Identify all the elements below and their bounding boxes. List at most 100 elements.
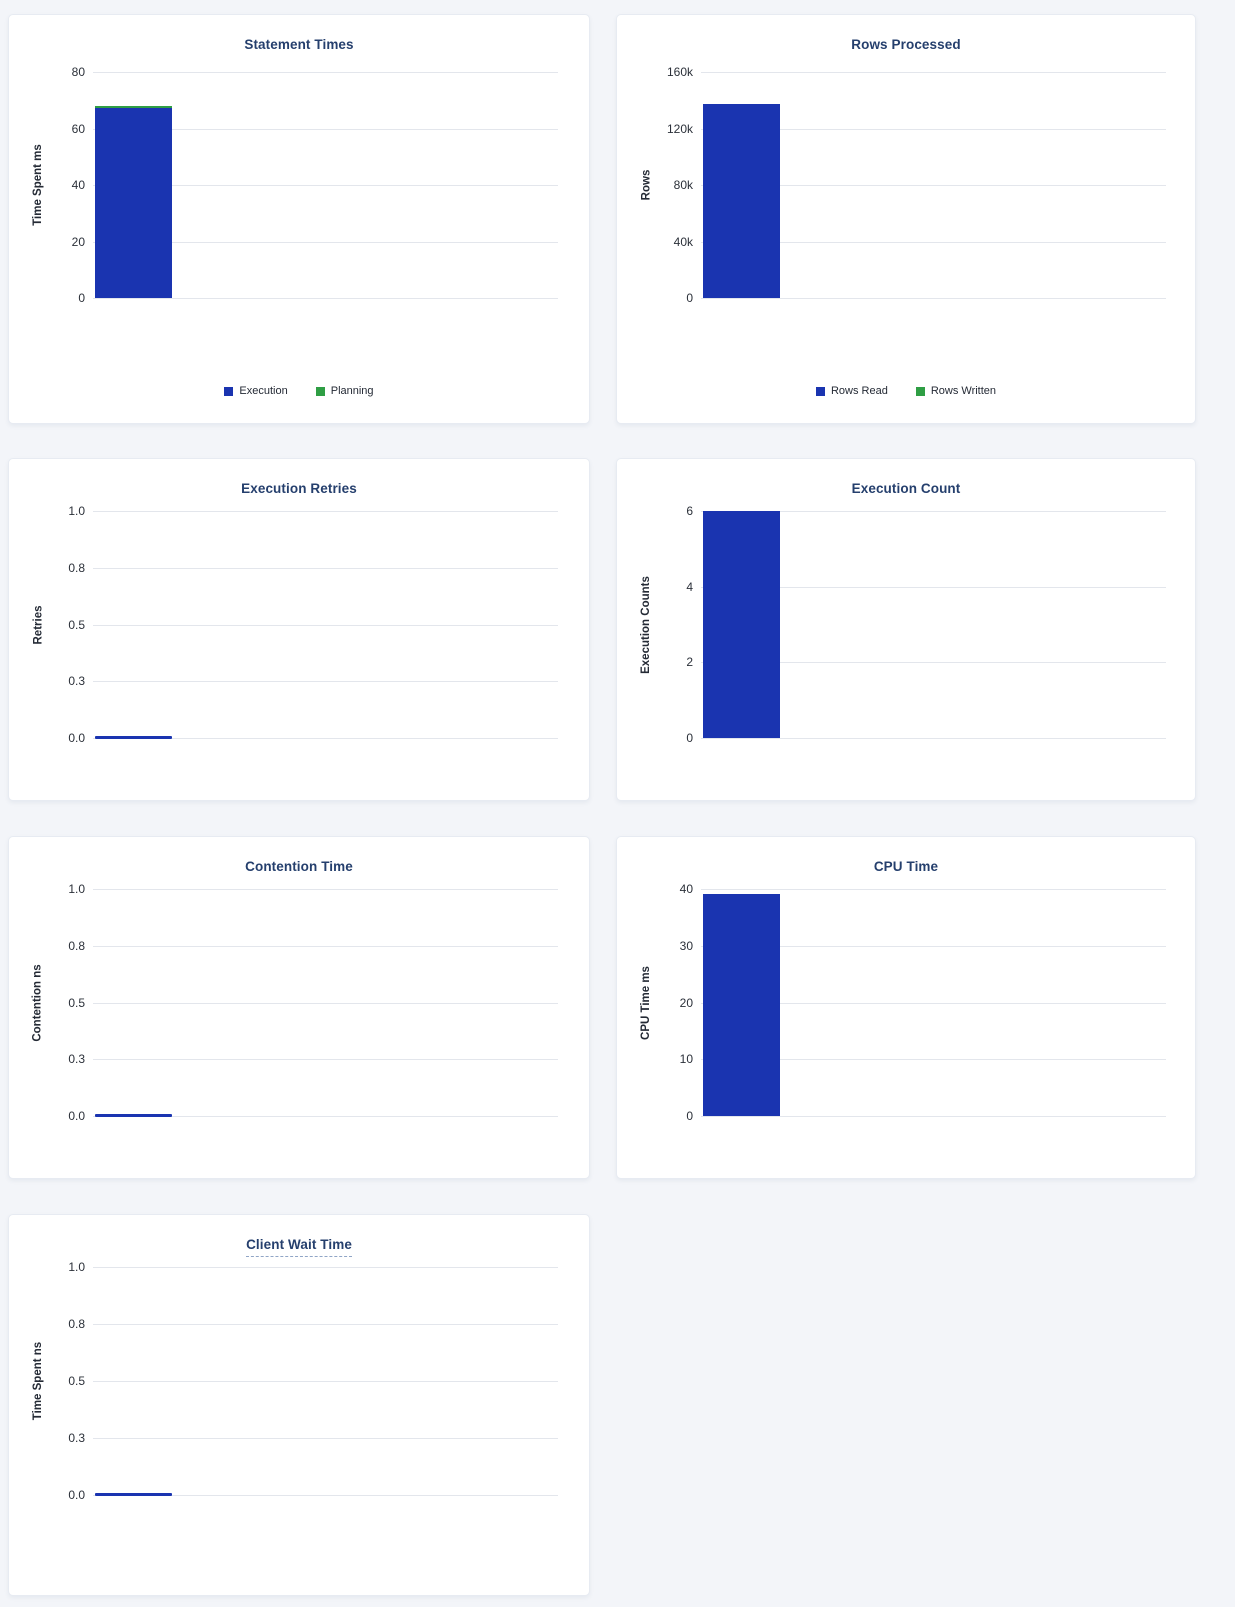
chart-title: Execution Retries xyxy=(9,481,589,496)
gridline xyxy=(93,1324,558,1325)
chart-title-text: Statement Times xyxy=(244,37,354,52)
y-tick-label: 0.0 xyxy=(68,731,85,745)
chart-title: Contention Time xyxy=(9,859,589,874)
y-tick-label: 0.8 xyxy=(68,938,85,953)
chart-title: Client Wait Time xyxy=(9,1237,589,1257)
chart-panel-contention-time: Contention Time Contention ns 0.0 0.3 0.5 0.… xyxy=(8,836,590,1179)
gridline xyxy=(701,185,1166,186)
y-tick-label: 0.8 xyxy=(68,1317,85,1331)
y-tick-label: 40 xyxy=(71,178,85,192)
chart-canvas-contention-time: Contention ns 0.0 0.3 0.5 0.8 1.0 xyxy=(9,837,589,1178)
y-tick-label: 20 xyxy=(71,234,85,249)
gridline xyxy=(93,681,558,683)
gridline xyxy=(701,889,1166,890)
gridline xyxy=(701,1059,1166,1061)
chart-canvas-execution-retries: Retries 0.0 0.3 0.5 0.8 1.0 xyxy=(9,459,589,800)
legend-item-rows-read: Rows Read xyxy=(815,385,888,397)
y-tick-label: 0.5 xyxy=(68,1374,85,1388)
gridline xyxy=(93,128,558,130)
zero-value-bar[interactable] xyxy=(95,1114,172,1117)
gridline xyxy=(93,511,558,512)
chart-title: Rows Processed xyxy=(617,37,1195,52)
y-tick-label: 0.3 xyxy=(68,674,85,689)
legend-swatch xyxy=(915,386,925,396)
gridline xyxy=(93,241,558,243)
zero-value-bar[interactable] xyxy=(95,1493,172,1496)
bar-cpu-time[interactable] xyxy=(703,894,780,1116)
gridline xyxy=(93,945,558,947)
legend-label: Rows Read xyxy=(830,385,888,397)
y-tick-label: 0.5 xyxy=(68,617,85,632)
y-tick-label: 0.0 xyxy=(68,1109,85,1123)
chart-title-text: Rows Processed xyxy=(851,37,961,52)
legend-swatch xyxy=(815,386,825,396)
legend-swatch xyxy=(224,386,234,396)
gridline xyxy=(93,738,558,739)
chart-canvas-client-wait-time: Time Spent ns 0.0 0.3 0.5 0.8 1.0 xyxy=(9,1215,589,1595)
gridline xyxy=(701,511,1166,512)
legend-label: Planning xyxy=(330,385,374,397)
y-tick-label: 160k xyxy=(666,65,693,79)
y-tick-label: 0 xyxy=(686,731,693,745)
gridline xyxy=(701,298,1166,299)
chart-title-text[interactable]: Client Wait Time xyxy=(246,1237,352,1257)
y-tick-label: 20 xyxy=(679,995,693,1010)
gridline xyxy=(701,586,1166,588)
gridline xyxy=(701,241,1166,243)
gridline xyxy=(93,1381,558,1382)
gridline xyxy=(701,662,1166,664)
bar-rows-read[interactable] xyxy=(703,104,780,298)
y-tick-label: 0 xyxy=(686,291,693,305)
y-tick-label: 0.8 xyxy=(68,560,85,575)
chart-canvas-rows-processed: Rows 0 40k 80k 120k 160k Rows Read Rows Written xyxy=(617,15,1195,423)
chart-panel-rows-processed: Rows Processed Rows 0 40k 80k 120k 160k Rows R… xyxy=(616,14,1196,424)
gridline xyxy=(93,624,558,626)
y-tick-label: 0.3 xyxy=(68,1431,85,1445)
bar-execution-counts[interactable] xyxy=(703,511,780,738)
y-tick-label: 0 xyxy=(686,1109,693,1123)
chart-legend: Execution Planning xyxy=(9,385,589,397)
chart-title-text: Execution Count xyxy=(851,481,961,496)
y-tick-label: 60 xyxy=(71,121,85,136)
chart-panel-execution-count: Execution Count Execution Counts 0 2 4 6 xyxy=(616,458,1196,801)
chart-canvas-cpu-time: CPU Time ms 0 10 20 30 40 xyxy=(617,837,1195,1178)
zero-value-bar[interactable] xyxy=(95,736,172,739)
chart-panel-statement-times: Statement Times Time Spent ms 0 20 40 60 80 Ex… xyxy=(8,14,590,424)
chart-canvas-statement-times: Time Spent ms 0 20 40 60 80 Execution Planning xyxy=(9,15,589,423)
y-tick-label: 40k xyxy=(673,234,693,249)
legend-label: Execution xyxy=(239,385,288,397)
legend-item-execution: Execution xyxy=(224,385,288,397)
chart-canvas-execution-count: Execution Counts 0 2 4 6 xyxy=(617,459,1195,800)
gridline xyxy=(701,128,1166,130)
chart-panel-execution-retries: Execution Retries Retries 0.0 0.3 0.5 0.8 1.0 xyxy=(8,458,590,801)
gridline xyxy=(93,298,558,299)
y-tick-label: 0.5 xyxy=(68,995,85,1010)
chart-title: Execution Count xyxy=(617,481,1195,496)
y-tick-label: 4 xyxy=(686,579,693,594)
bar-planning[interactable] xyxy=(95,106,172,108)
chart-title-text: Contention Time xyxy=(245,859,353,874)
y-tick-label: 80 xyxy=(71,65,85,79)
bar-execution[interactable] xyxy=(95,108,172,298)
gridline xyxy=(701,738,1166,739)
gridline xyxy=(701,945,1166,947)
gridline xyxy=(701,72,1166,73)
chart-title-text: CPU Time xyxy=(873,859,939,874)
gridline xyxy=(701,1116,1166,1117)
y-tick-label: 1.0 xyxy=(68,504,85,518)
chart-panel-client-wait-time: Client Wait Time Time Spent ns 0.0 0.3 0.5 0… xyxy=(8,1214,590,1596)
y-tick-label: 1.0 xyxy=(68,882,85,896)
chart-title: CPU Time xyxy=(617,859,1195,874)
chart-title-text: Execution Retries xyxy=(241,481,357,496)
y-tick-label: 2 xyxy=(686,655,693,670)
y-tick-label: 120k xyxy=(666,121,693,136)
legend-item-rows-written: Rows Written xyxy=(915,385,996,397)
gridline xyxy=(93,1002,558,1004)
y-tick-label: 1.0 xyxy=(68,1260,85,1274)
y-tick-label: 0.0 xyxy=(68,1488,85,1502)
y-tick-label: 6 xyxy=(686,504,693,518)
y-tick-label: 40 xyxy=(679,882,693,896)
legend-swatch xyxy=(315,386,325,396)
y-tick-label: 80k xyxy=(673,178,693,192)
